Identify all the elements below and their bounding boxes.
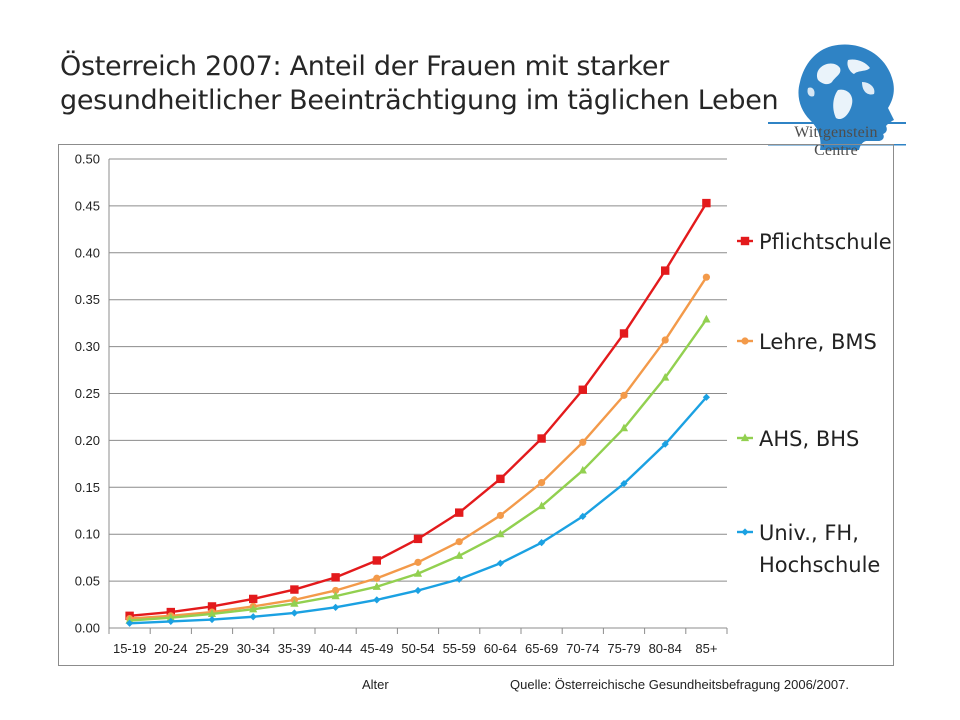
data-point (579, 438, 587, 446)
y-tick-label: 0.50 (75, 152, 100, 167)
data-point (290, 599, 299, 607)
data-point (207, 609, 217, 618)
title-line-2: gesundheitlicher Beeinträchtigung im täg… (60, 85, 779, 116)
x-tick-label: 40-44 (319, 641, 352, 656)
chart-frame: 0.00 0.05 0.10 0.15 0.20 0.25 0.30 0.35 0.40 0.45… (58, 144, 894, 666)
data-point (661, 266, 670, 275)
legend-marker (741, 337, 749, 345)
title-line-1: Österreich 2007: Anteil der Frauen mit s… (60, 51, 669, 82)
x-tick-label: 20-24 (154, 641, 187, 656)
x-tick-label: 35-39 (278, 641, 311, 656)
data-point (537, 501, 546, 510)
legend-label: Univ., FH, (759, 521, 859, 545)
data-point (290, 609, 298, 617)
data-point (372, 556, 381, 565)
logo-text: Wittgenstein Centre (794, 124, 878, 159)
data-point (413, 568, 423, 577)
data-point (372, 582, 381, 590)
data-point (331, 591, 340, 600)
data-point (413, 534, 423, 544)
y-tick-label: 0.10 (75, 527, 100, 542)
x-tick-label: 65-69 (525, 641, 558, 656)
data-point (538, 479, 546, 487)
data-point (208, 615, 216, 624)
data-point (455, 575, 463, 583)
legend-label: Pflichtschule (759, 230, 892, 254)
y-tick-label: 0.05 (75, 574, 100, 589)
legend-label: AHS, BHS (759, 427, 859, 451)
legend-label: Lehre, BMS (759, 330, 877, 354)
x-tick-label: 85+ (695, 641, 717, 656)
y-tick-label: 0.20 (75, 433, 100, 448)
data-point (455, 538, 463, 546)
data-point (579, 512, 587, 520)
data-point (332, 603, 340, 611)
data-point (702, 314, 711, 323)
y-tick-label: 0.30 (75, 339, 100, 354)
x-axis-caption: Alter (362, 677, 389, 692)
y-tick-label: 0.45 (75, 198, 100, 213)
data-point (496, 511, 504, 520)
legend-label: Hochschule (759, 553, 880, 577)
x-tick-label: 75-79 (607, 641, 640, 656)
data-point (373, 596, 381, 604)
x-tick-label: 60-64 (484, 641, 517, 656)
data-point (166, 607, 175, 617)
y-tick-label: 0.15 (75, 480, 100, 495)
data-point (373, 574, 381, 582)
source-note: Quelle: Österreichische Gesundheitsbefra… (510, 677, 849, 692)
x-tick-label: 25-29 (195, 641, 228, 656)
data-point (496, 529, 505, 538)
x-tick-label: 50-54 (401, 641, 434, 656)
data-point (414, 558, 422, 566)
x-tick-label: 70-74 (566, 641, 599, 656)
data-point (619, 329, 629, 338)
x-tick-label: 80-84 (649, 641, 682, 656)
data-point (702, 273, 711, 281)
series-line (129, 276, 708, 620)
data-point (496, 474, 505, 484)
data-point (207, 602, 217, 611)
data-point (661, 440, 669, 448)
data-point (620, 391, 628, 399)
data-point (290, 585, 299, 594)
y-tick-label: 0.35 (75, 292, 100, 307)
x-tick-label: 55-59 (443, 641, 476, 656)
legend-marker (741, 528, 749, 536)
data-point (166, 613, 175, 621)
data-point (167, 617, 175, 626)
data-point (332, 586, 340, 595)
data-point (620, 479, 628, 488)
data-point (455, 551, 464, 559)
data-point (455, 508, 464, 517)
data-point (702, 198, 711, 208)
series-line (129, 202, 708, 618)
data-point (538, 539, 546, 547)
data-point (661, 372, 670, 381)
data-point (537, 434, 546, 443)
data-point (661, 336, 669, 344)
data-point (414, 586, 422, 595)
data-point (702, 393, 710, 401)
data-point (496, 559, 504, 567)
data-point (126, 619, 134, 627)
x-tick-label: 45-49 (360, 641, 393, 656)
data-point (578, 465, 587, 474)
line-chart: 0.00 0.05 0.10 0.15 0.20 0.25 0.30 0.35 0.40 0.45… (75, 152, 892, 657)
data-point (249, 594, 258, 604)
x-tick-label: 30-34 (237, 641, 270, 656)
y-tick-label: 0.00 (75, 621, 100, 636)
slide-title: Österreich 2007: Anteil der Frauen mit s… (60, 50, 780, 118)
x-tick-label: 15-19 (113, 641, 146, 656)
y-tick-label: 0.40 (75, 245, 100, 260)
legend-marker (740, 236, 750, 246)
y-tick-label: 0.25 (75, 386, 100, 401)
legend-marker (740, 433, 750, 442)
data-point (331, 573, 340, 582)
data-point (578, 385, 587, 394)
data-point (619, 423, 629, 432)
data-point (249, 613, 257, 621)
data-point (249, 604, 258, 613)
